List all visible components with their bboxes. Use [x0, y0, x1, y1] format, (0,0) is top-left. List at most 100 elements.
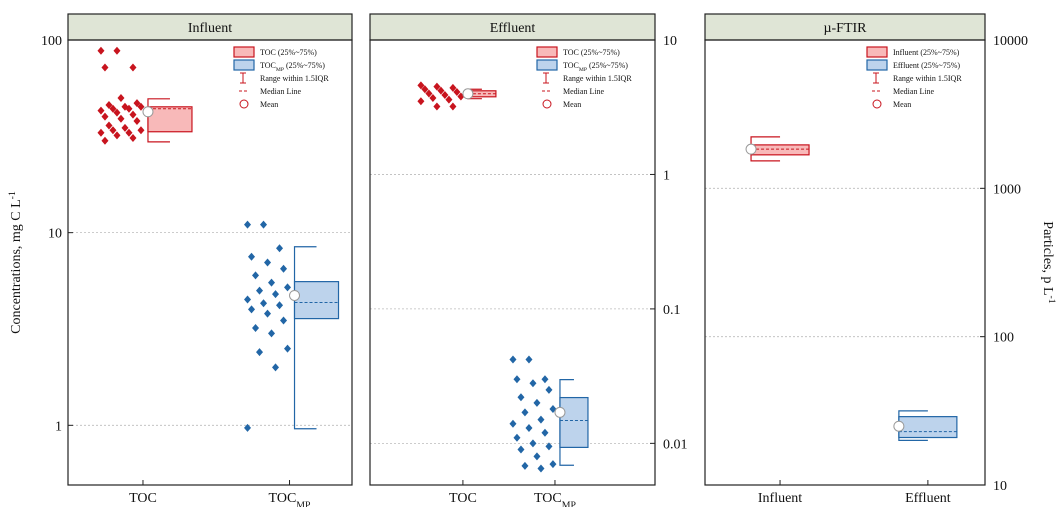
data-point [109, 104, 117, 113]
legend-range [873, 72, 879, 84]
y-axis-label-sup: -1 [7, 191, 18, 199]
data-point [525, 355, 533, 364]
data-point [125, 104, 133, 113]
data-point [449, 102, 457, 111]
data-point [521, 408, 529, 417]
legend-swatch [866, 46, 888, 58]
panel-header [369, 13, 656, 41]
data-point [276, 301, 284, 310]
data-point [545, 385, 553, 394]
y-tick-label: 1 [55, 419, 62, 434]
legend-mean [239, 99, 249, 109]
data-point [537, 415, 545, 424]
legend-label-main: Range within 1.5IQR [563, 74, 632, 83]
mean-marker [554, 406, 566, 418]
plot-frame [369, 39, 656, 486]
y-tick-label: 0.01 [663, 437, 688, 452]
x-tick-label: TOC [449, 491, 477, 506]
legend-label: Range within 1.5IQR [893, 74, 962, 83]
data-point [97, 46, 105, 55]
legend-label-main: TOC [260, 61, 276, 70]
legend-label-tail: (25%~75%) [587, 61, 628, 70]
legend-label: TOC (25%~75%) [563, 48, 620, 57]
data-point [248, 252, 256, 261]
legend-label: TOC (25%~75%) [260, 48, 317, 57]
data-point [244, 295, 252, 304]
data-point [252, 271, 260, 280]
mean-marker [893, 420, 905, 432]
plot-frame [67, 39, 353, 486]
data-point [113, 46, 121, 55]
data-point [437, 86, 445, 95]
data-point [449, 83, 457, 92]
data-point [109, 126, 117, 135]
x-tick-label: TOCMP [534, 491, 576, 507]
mean-marker [745, 143, 757, 155]
data-point [97, 128, 105, 137]
data-point [121, 123, 129, 132]
legend-label: Range within 1.5IQR [563, 74, 632, 83]
data-point [268, 329, 276, 338]
data-point [533, 398, 541, 407]
data-point [264, 309, 272, 318]
data-point [260, 299, 268, 308]
data-point [541, 375, 549, 384]
legend-label: TOCMP (25%~75%) [260, 61, 325, 73]
data-point [541, 428, 549, 437]
data-point [244, 220, 252, 229]
data-point [101, 112, 109, 121]
legend-label-tail: (25%~75%) [276, 48, 317, 57]
data-point [537, 464, 545, 473]
data-point [256, 286, 264, 295]
panel-title: Effluent [490, 21, 536, 36]
legend-label-main: Median Line [893, 87, 935, 96]
y-tick-label: 1000 [993, 182, 1021, 197]
legend-label: Median Line [260, 87, 302, 96]
y-axis-label-main: Concentrations, mg C L [9, 199, 24, 334]
data-point [521, 461, 529, 470]
x-tick-label: Influent [758, 491, 802, 506]
y-axis-label-main: Particles, p L [1040, 221, 1055, 295]
data-point [105, 121, 113, 130]
data-point [445, 95, 453, 104]
x-tick-label: TOCMP [269, 491, 311, 507]
data-point [272, 363, 280, 372]
data-point [105, 100, 113, 109]
legend-label-main: Median Line [563, 87, 605, 96]
legend-label-tail: (25%~75%) [918, 48, 959, 57]
x-tick-label-main: TOC [269, 491, 297, 506]
legend-swatch [233, 59, 255, 71]
panel-header [67, 13, 353, 41]
mean-marker [462, 88, 474, 100]
legend-label-main: TOC [260, 48, 276, 57]
data-point [509, 419, 517, 428]
data-point [513, 433, 521, 442]
y-tick-label: 10 [48, 227, 62, 242]
legend-swatch [233, 46, 255, 58]
legend-label-main: Effluent [893, 61, 920, 70]
data-point [517, 445, 525, 454]
legend-range [240, 72, 246, 84]
legend-label-sub: MP [579, 67, 587, 73]
data-point [280, 316, 288, 325]
y-axis-label: Particles, p L-1 [1040, 221, 1056, 304]
legend-label-tail: (25%~75%) [919, 61, 960, 70]
legend-label-tail: (25%~75%) [579, 48, 620, 57]
legend-label-main: Mean [893, 100, 911, 109]
legend-swatch [536, 46, 558, 58]
legend-swatch [866, 59, 888, 71]
y-tick-label: 10 [993, 479, 1007, 494]
data-point [533, 452, 541, 461]
x-tick-label: TOC [129, 491, 157, 506]
data-point [137, 102, 145, 111]
legend-mean [872, 99, 882, 109]
plot-frame [704, 39, 986, 486]
legend-label-main: TOC [563, 61, 579, 70]
legend-label-main: Range within 1.5IQR [260, 74, 329, 83]
y-tick-label: 100 [993, 331, 1014, 346]
x-tick-label-main: TOC [129, 491, 157, 506]
legend-swatch [536, 59, 558, 71]
legend-label: Mean [260, 100, 278, 109]
data-point [549, 460, 557, 469]
